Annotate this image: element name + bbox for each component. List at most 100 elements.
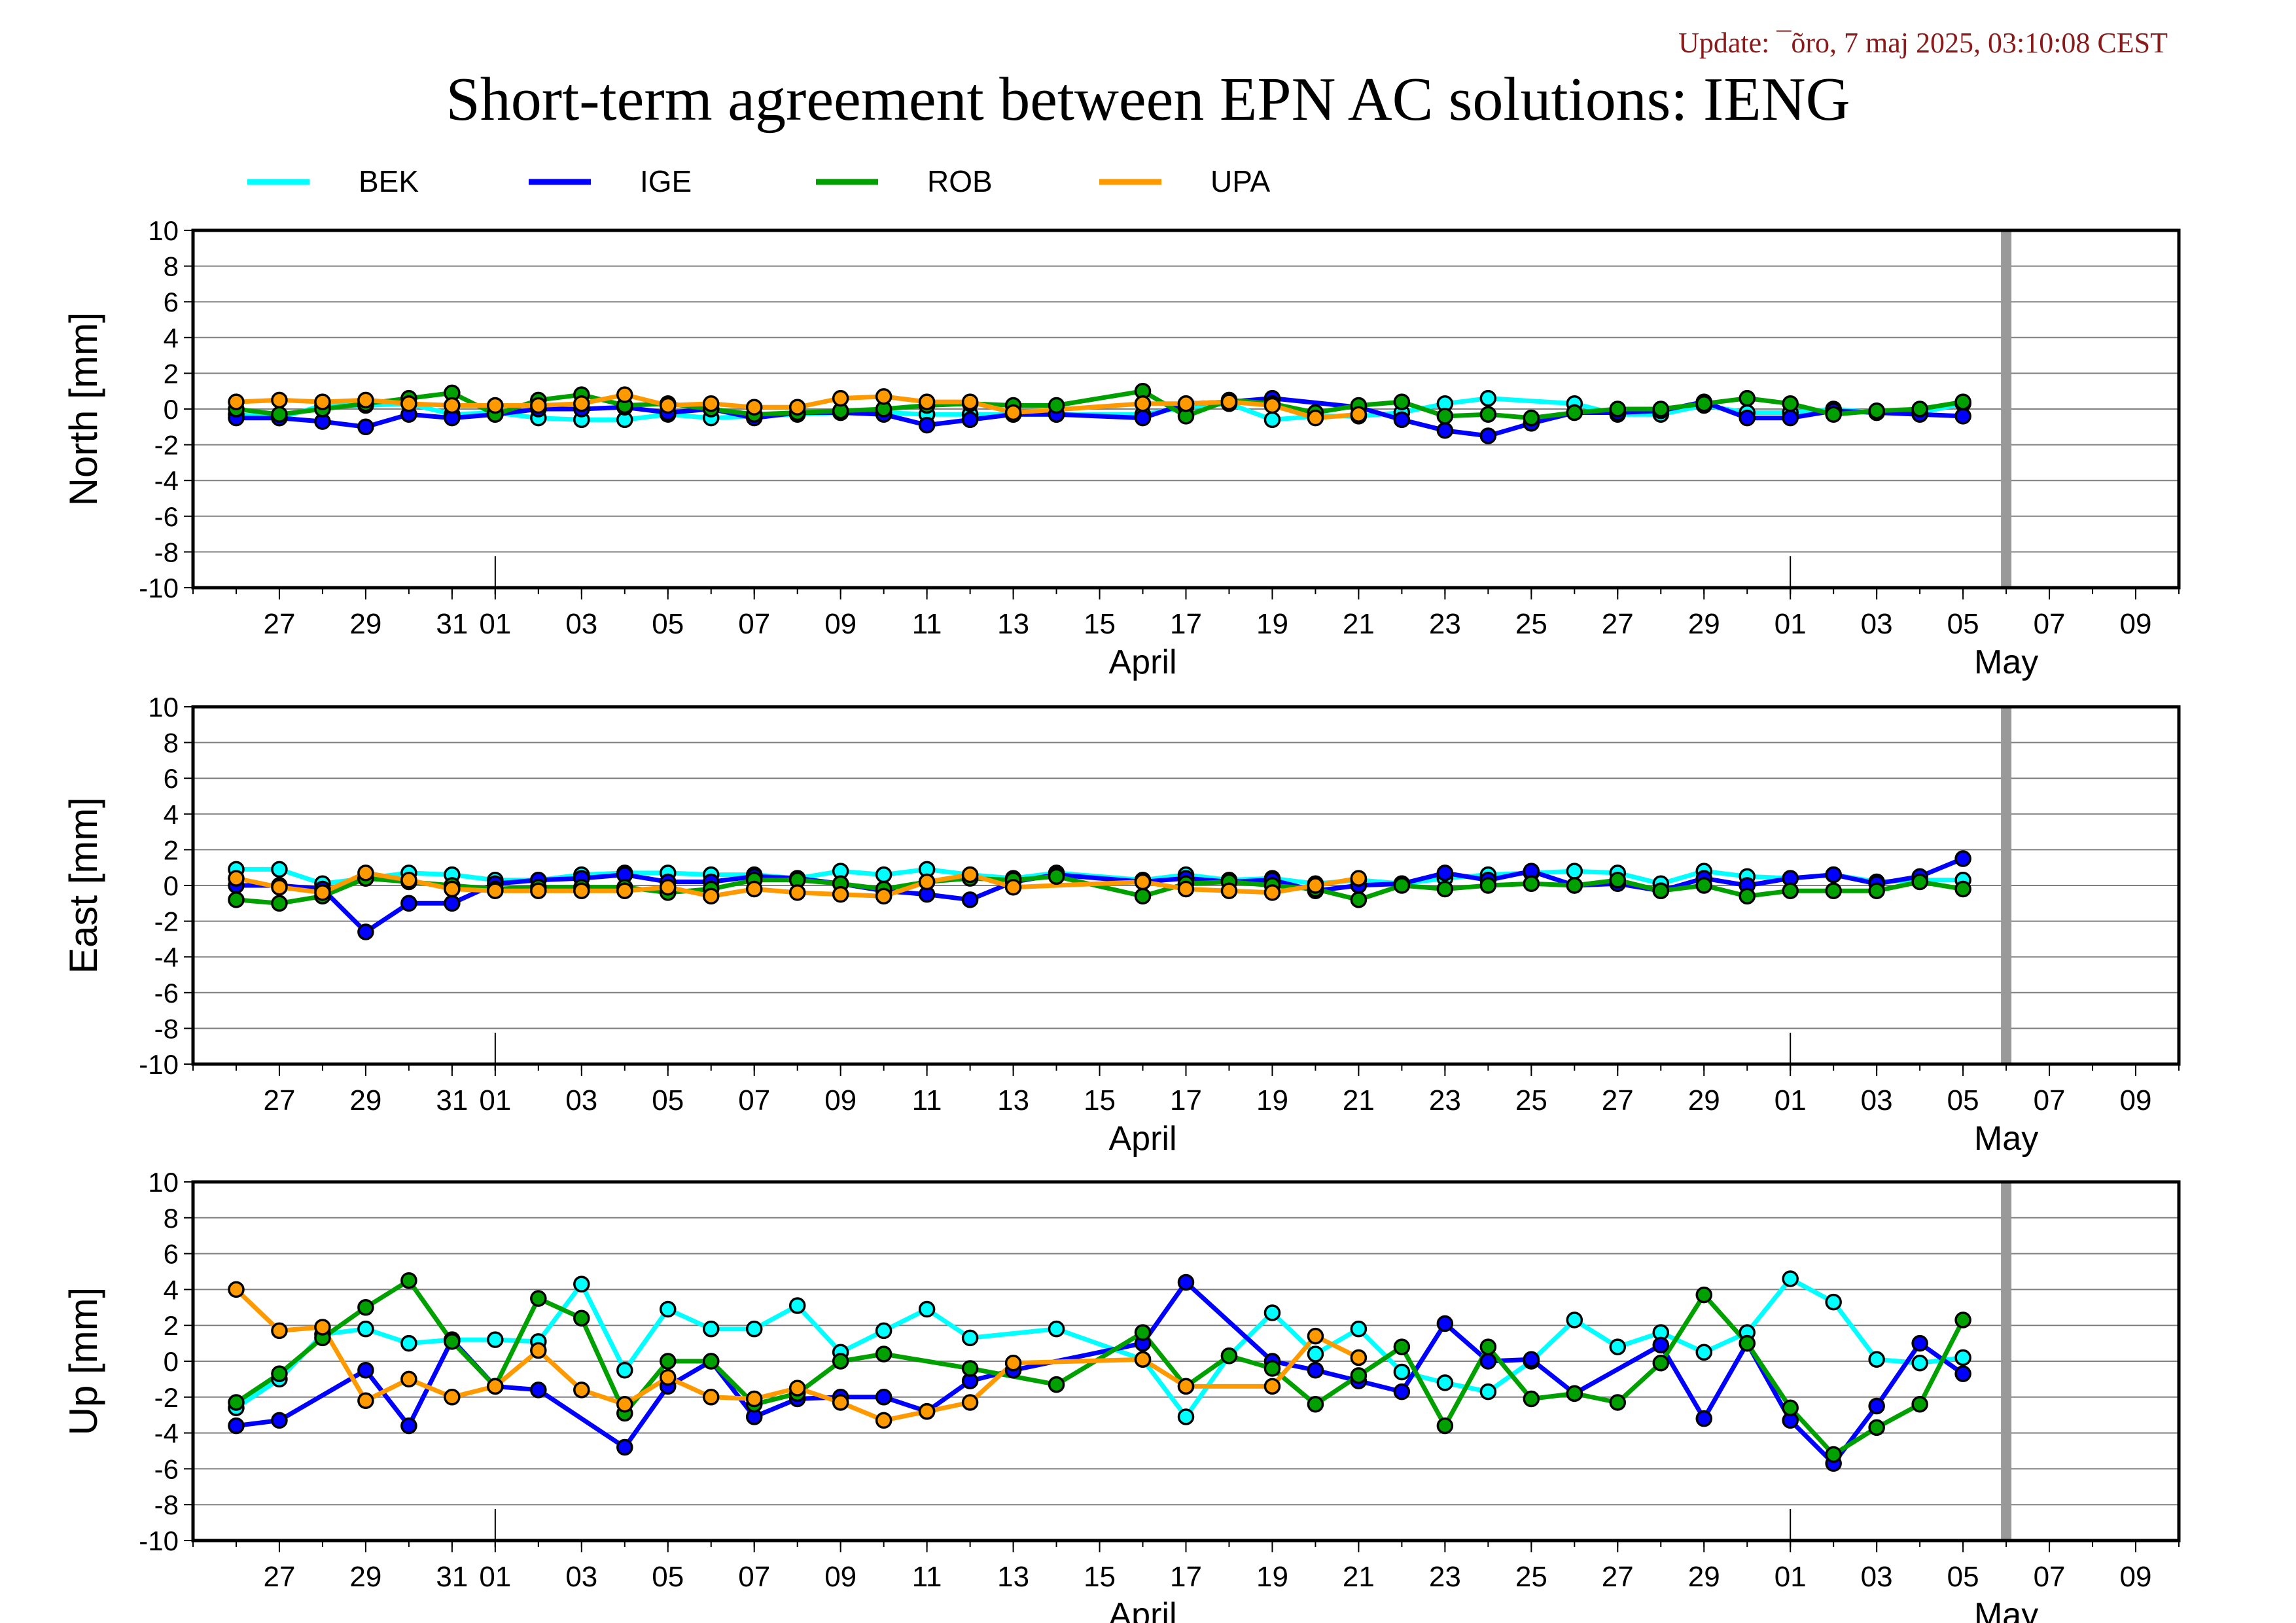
series-line-rob [236, 874, 1964, 906]
x-tick-label: 03 [1861, 1561, 1893, 1593]
data-point-ige [228, 1417, 245, 1435]
data-point-upa [1004, 878, 1022, 896]
data-point-ige [1393, 1383, 1411, 1400]
data-point-rob [1350, 1367, 1368, 1384]
data-point-ige [918, 416, 936, 434]
data-point-upa [1177, 880, 1195, 898]
data-point-bek [1566, 863, 1583, 880]
data-point-upa [573, 882, 590, 899]
data-point-rob [1652, 882, 1670, 899]
data-point-upa [1350, 406, 1368, 423]
data-point-rob [1566, 877, 1583, 894]
x-month-label: April [1109, 1120, 1177, 1158]
data-point-ige [1479, 427, 1497, 444]
y-tick-label: -4 [154, 465, 179, 496]
data-point-rob [1739, 1334, 1756, 1352]
x-tick-label: 09 [2120, 1084, 2152, 1116]
data-point-rob [357, 1299, 374, 1316]
data-point-ige [1479, 1353, 1497, 1370]
y-tick-label: 0 [164, 870, 179, 901]
data-point-upa [788, 1380, 806, 1397]
data-point-rob [1566, 404, 1583, 421]
data-point-rob [271, 406, 288, 423]
x-tick-label: 01 [479, 1084, 511, 1116]
y-tick-label: 0 [164, 394, 179, 425]
y-tick-label: -10 [139, 573, 179, 603]
data-point-bek [702, 1320, 720, 1338]
x-tick-label: 23 [1429, 1084, 1461, 1116]
data-point-upa [1134, 1351, 1152, 1368]
data-point-ige [1825, 866, 1842, 883]
data-point-upa [1307, 409, 1324, 427]
data-point-rob [1782, 395, 1799, 412]
y-tick-label: 8 [164, 1203, 179, 1234]
data-point-rob [660, 1353, 677, 1370]
data-point-bek [745, 1320, 763, 1338]
data-point-rob [1911, 873, 1928, 891]
panel: -10 -8 -6 -4 -2 0 2 4 6 8 10 Up [mm] 27 29 31 01 03 05 07 0… [62, 1167, 2181, 1623]
x-tick-label: 07 [738, 1084, 770, 1116]
data-point-ige [357, 1361, 374, 1379]
data-point-bek [1393, 1363, 1411, 1381]
x-tick-label: 03 [1861, 1084, 1893, 1116]
data-point-upa [616, 882, 633, 899]
x-tick-label: 29 [349, 1084, 381, 1116]
data-point-upa [660, 878, 677, 896]
x-tick-label: 07 [2034, 1561, 2066, 1593]
data-point-upa [1307, 1327, 1324, 1345]
x-tick-label: 01 [479, 608, 511, 640]
x-tick-label: 09 [2120, 1561, 2152, 1593]
x-tick-label: 21 [1343, 608, 1375, 640]
y-tick-label: 6 [164, 1239, 179, 1270]
x-tick-label: 17 [1170, 608, 1202, 640]
x-tick-label: 15 [1084, 1561, 1116, 1593]
data-point-upa [1220, 882, 1238, 899]
data-point-rob [1523, 1390, 1540, 1408]
data-point-upa [961, 393, 979, 410]
data-point-rob [1523, 875, 1540, 893]
y-tick-label: -6 [154, 1454, 179, 1484]
x-tick-label: 27 [263, 1561, 295, 1593]
y-tick-label: -10 [139, 1525, 179, 1556]
x-tick-label: 25 [1515, 1084, 1547, 1116]
data-point-bek [1350, 1320, 1368, 1338]
data-point-upa [314, 884, 331, 901]
data-point-upa [616, 386, 633, 403]
x-tick-label: 13 [997, 1084, 1029, 1116]
y-tick-label: 10 [148, 1167, 179, 1198]
x-tick-label: 11 [912, 608, 942, 640]
legend-label: BEK [359, 164, 419, 198]
data-point-upa [1177, 1378, 1195, 1395]
x-tick-label: 17 [1170, 1561, 1202, 1593]
data-point-upa [875, 388, 892, 405]
data-point-rob [1609, 1394, 1627, 1411]
data-point-upa [1263, 1378, 1281, 1395]
y-tick-label: -8 [154, 1013, 179, 1044]
x-tick-label: 17 [1170, 1084, 1202, 1116]
data-point-ige [1782, 409, 1799, 427]
data-point-bek [616, 1361, 633, 1379]
data-point-bek [487, 1331, 504, 1348]
data-point-upa [832, 1394, 849, 1411]
data-point-bek [1868, 1351, 1885, 1368]
data-point-rob [1868, 1419, 1885, 1436]
y-tick-label: 2 [164, 358, 179, 389]
data-point-ige [1436, 865, 1454, 882]
y-axis-label: Up [mm] [62, 1287, 105, 1436]
data-point-upa [444, 880, 461, 898]
x-tick-label: 21 [1343, 1084, 1375, 1116]
data-point-bek [1911, 1354, 1928, 1372]
data-point-rob [271, 1365, 288, 1382]
x-tick-label: 01 [1775, 608, 1807, 640]
legend-label: UPA [1210, 164, 1270, 198]
data-point-rob [444, 1333, 461, 1350]
data-point-upa [1177, 395, 1195, 412]
x-tick-label: 29 [349, 608, 381, 640]
data-point-rob [1825, 406, 1842, 423]
x-tick-label: 07 [2034, 608, 2066, 640]
x-tick-label: 19 [1256, 1084, 1288, 1116]
x-month-label: April [1109, 1596, 1177, 1623]
data-point-rob [1695, 395, 1712, 412]
x-tick-label: 19 [1256, 608, 1288, 640]
y-tick-label: 6 [164, 763, 179, 794]
